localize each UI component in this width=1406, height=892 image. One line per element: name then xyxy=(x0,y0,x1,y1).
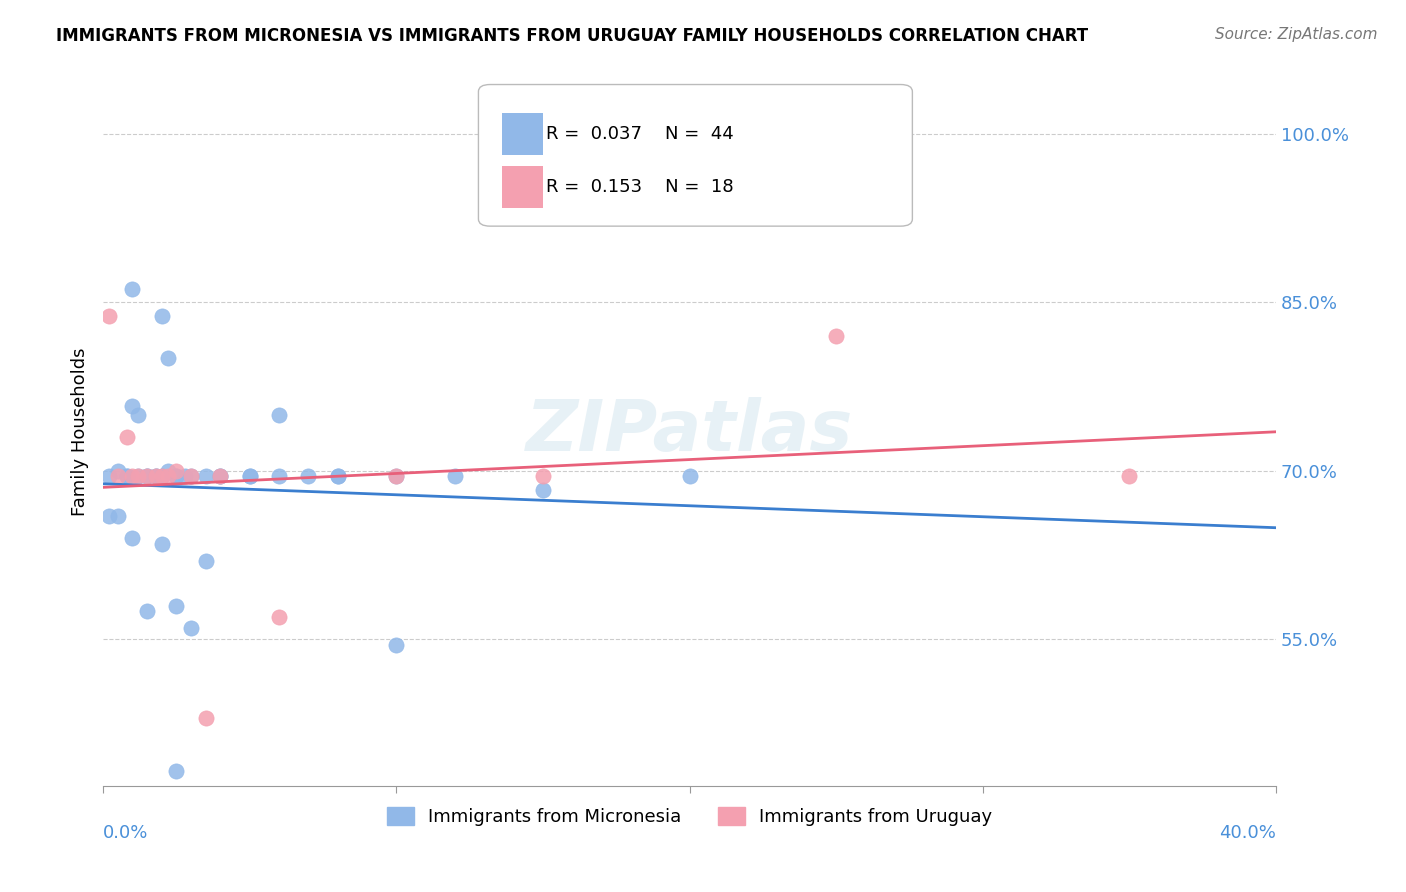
Point xyxy=(136,469,159,483)
Point xyxy=(98,469,121,483)
Text: R =  0.153    N =  18: R = 0.153 N = 18 xyxy=(547,178,734,196)
Text: R =  0.037    N =  44: R = 0.037 N = 44 xyxy=(547,125,734,143)
Legend: Immigrants from Micronesia, Immigrants from Uruguay: Immigrants from Micronesia, Immigrants f… xyxy=(380,799,1000,833)
Point xyxy=(98,309,121,323)
Point xyxy=(239,469,262,483)
Point xyxy=(267,408,290,422)
Point xyxy=(165,764,187,778)
Point xyxy=(121,531,143,545)
Point xyxy=(121,282,143,296)
Point xyxy=(174,469,197,483)
Point xyxy=(107,508,129,523)
Point xyxy=(209,469,232,483)
Point xyxy=(115,469,138,483)
Text: IMMIGRANTS FROM MICRONESIA VS IMMIGRANTS FROM URUGUAY FAMILY HOUSEHOLDS CORRELAT: IMMIGRANTS FROM MICRONESIA VS IMMIGRANTS… xyxy=(56,27,1088,45)
FancyBboxPatch shape xyxy=(502,113,543,155)
Point xyxy=(121,469,143,483)
Point xyxy=(180,469,202,483)
Point xyxy=(136,604,159,618)
Point xyxy=(115,469,138,483)
Point xyxy=(444,469,467,483)
Point xyxy=(107,464,129,478)
Point xyxy=(385,469,408,483)
Point xyxy=(165,469,187,483)
Point xyxy=(165,464,187,478)
Point xyxy=(825,329,848,343)
Point xyxy=(194,469,217,483)
Point xyxy=(531,469,554,483)
Point xyxy=(385,638,408,652)
Point xyxy=(98,508,121,523)
Point xyxy=(136,469,159,483)
Point xyxy=(165,469,187,483)
Point xyxy=(127,469,149,483)
Point xyxy=(209,469,232,483)
Point xyxy=(136,469,159,483)
Point xyxy=(678,469,700,483)
Point xyxy=(239,469,262,483)
Point xyxy=(326,469,349,483)
Point xyxy=(115,430,138,444)
Point xyxy=(267,469,290,483)
FancyBboxPatch shape xyxy=(502,166,543,209)
Text: 40.0%: 40.0% xyxy=(1219,824,1277,842)
FancyBboxPatch shape xyxy=(478,85,912,227)
Point xyxy=(145,469,167,483)
Point xyxy=(209,469,232,483)
Point xyxy=(297,469,319,483)
Point xyxy=(180,621,202,635)
Point xyxy=(1118,469,1140,483)
Point xyxy=(194,554,217,568)
Point xyxy=(156,469,179,483)
Point xyxy=(326,469,349,483)
Point xyxy=(150,537,173,551)
Point xyxy=(194,711,217,725)
Point xyxy=(165,599,187,613)
Point xyxy=(121,399,143,413)
Text: 0.0%: 0.0% xyxy=(103,824,149,842)
Point xyxy=(150,469,173,483)
Text: ZIPatlas: ZIPatlas xyxy=(526,397,853,466)
Point xyxy=(127,469,149,483)
Point xyxy=(385,469,408,483)
Point xyxy=(107,469,129,483)
Point xyxy=(531,483,554,497)
Point xyxy=(145,469,167,483)
Point xyxy=(145,469,167,483)
Point xyxy=(267,610,290,624)
Point xyxy=(127,408,149,422)
Point xyxy=(150,309,173,323)
Point xyxy=(180,469,202,483)
Point xyxy=(156,351,179,366)
Text: Source: ZipAtlas.com: Source: ZipAtlas.com xyxy=(1215,27,1378,42)
Y-axis label: Family Households: Family Households xyxy=(72,347,89,516)
Point xyxy=(150,469,173,483)
Point xyxy=(156,464,179,478)
